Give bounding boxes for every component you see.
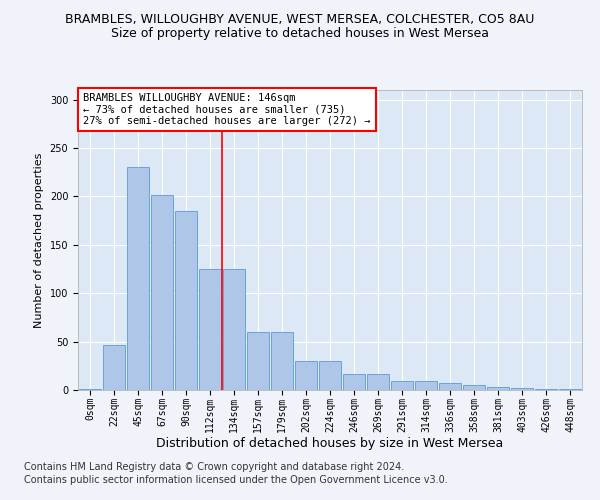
Bar xyxy=(199,269,221,390)
Bar xyxy=(535,389,557,390)
X-axis label: Distribution of detached houses by size in West Mersea: Distribution of detached houses by size … xyxy=(157,437,503,450)
Bar xyxy=(511,388,533,390)
Bar xyxy=(559,389,581,390)
Bar xyxy=(343,374,365,390)
Bar xyxy=(415,382,437,390)
Bar xyxy=(271,332,293,390)
Bar xyxy=(79,389,101,390)
Text: Contains public sector information licensed under the Open Government Licence v3: Contains public sector information licen… xyxy=(24,475,448,485)
Bar xyxy=(439,383,461,390)
Y-axis label: Number of detached properties: Number of detached properties xyxy=(34,152,44,328)
Bar xyxy=(175,211,197,390)
Text: Size of property relative to detached houses in West Mersea: Size of property relative to detached ho… xyxy=(111,28,489,40)
Text: Contains HM Land Registry data © Crown copyright and database right 2024.: Contains HM Land Registry data © Crown c… xyxy=(24,462,404,472)
Bar xyxy=(103,344,125,390)
Bar xyxy=(247,332,269,390)
Bar xyxy=(127,168,149,390)
Bar xyxy=(295,361,317,390)
Text: BRAMBLES WILLOUGHBY AVENUE: 146sqm
← 73% of detached houses are smaller (735)
27: BRAMBLES WILLOUGHBY AVENUE: 146sqm ← 73%… xyxy=(83,93,371,126)
Bar xyxy=(391,382,413,390)
Bar xyxy=(463,385,485,390)
Bar xyxy=(487,387,509,390)
Bar xyxy=(223,269,245,390)
Bar xyxy=(367,374,389,390)
Bar xyxy=(151,194,173,390)
Text: BRAMBLES, WILLOUGHBY AVENUE, WEST MERSEA, COLCHESTER, CO5 8AU: BRAMBLES, WILLOUGHBY AVENUE, WEST MERSEA… xyxy=(65,12,535,26)
Bar xyxy=(319,361,341,390)
